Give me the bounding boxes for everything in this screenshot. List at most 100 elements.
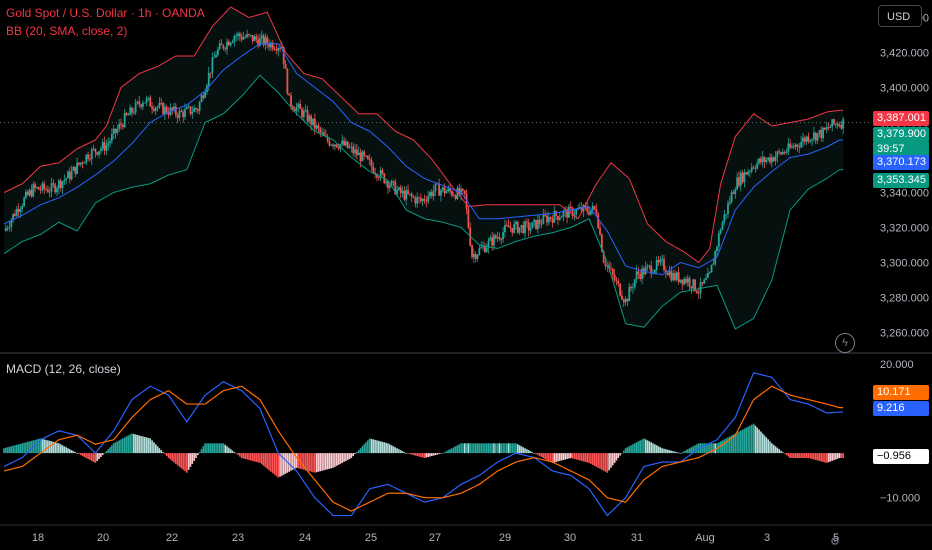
candle-body: [714, 251, 717, 264]
candle-body: [96, 152, 99, 155]
histogram-bar: [262, 453, 265, 466]
bolt-icon[interactable]: ϟ: [835, 333, 855, 353]
currency-button[interactable]: USD: [878, 5, 922, 27]
candle-body: [52, 183, 55, 185]
candle-body: [410, 193, 413, 197]
candle-body: [681, 279, 684, 285]
histogram-bar: [306, 453, 309, 471]
candle-body: [756, 163, 759, 169]
histogram-bar: [59, 444, 62, 454]
candle-body: [312, 118, 314, 125]
candle-body: [802, 137, 804, 143]
histogram-bar: [6, 447, 9, 454]
candle-body: [783, 151, 786, 153]
candle-body: [217, 49, 219, 55]
histogram-bar: [487, 443, 490, 454]
candle-body: [123, 112, 126, 128]
histogram-bar: [835, 453, 837, 460]
histogram-bar: [335, 453, 338, 466]
candle-body: [284, 63, 287, 69]
histogram-bar: [719, 441, 722, 454]
macd-legend[interactable]: MACD (12, 26, close): [6, 362, 121, 376]
candle-body: [818, 130, 821, 134]
candle-body: [650, 265, 653, 274]
gear-icon[interactable]: ⚙: [830, 536, 840, 548]
candle-body: [712, 263, 715, 265]
histogram-bar: [41, 438, 44, 454]
histogram-bar: [374, 439, 376, 454]
histogram-bar: [732, 434, 735, 454]
histogram-bar: [233, 452, 236, 454]
candle-body: [635, 271, 638, 280]
histogram-bar: [153, 442, 155, 454]
histogram-bar: [10, 446, 13, 454]
histogram-bar: [577, 453, 579, 460]
histogram-bar: [672, 451, 674, 454]
candle-body: [36, 187, 38, 188]
candle-body: [842, 118, 845, 129]
candle-body: [502, 232, 505, 240]
candle-body: [295, 107, 298, 112]
candle-body: [668, 271, 671, 276]
histogram-bar: [173, 453, 175, 463]
candle-body: [674, 273, 676, 280]
macd-signal-tag: 10.171: [873, 385, 929, 400]
histogram-bar: [646, 440, 649, 454]
candle-body: [685, 278, 687, 283]
candle-body: [98, 151, 100, 155]
histogram-bar: [120, 439, 122, 454]
candle-body: [334, 144, 336, 147]
histogram-bar: [195, 453, 197, 459]
histogram-bar: [15, 444, 18, 454]
histogram-bar: [39, 438, 42, 454]
candle-body: [259, 38, 261, 46]
histogram-bar: [526, 449, 528, 454]
candle-body: [290, 95, 292, 107]
time-tick-label: 29: [499, 532, 511, 544]
candle-body: [381, 170, 384, 174]
candle-body: [396, 189, 398, 195]
candle-body: [167, 112, 170, 115]
time-tick-label: 25: [365, 532, 377, 544]
bb-legend[interactable]: BB (20, SMA, close, 2): [6, 24, 127, 38]
candle-body: [65, 178, 68, 180]
candle-body: [198, 102, 201, 111]
histogram-bar: [745, 427, 748, 454]
candle-body: [577, 208, 579, 210]
histogram-bar: [767, 439, 770, 454]
histogram-bar: [418, 453, 420, 457]
histogram-bar: [112, 443, 115, 454]
candle-body: [19, 208, 22, 213]
histogram-bar: [138, 435, 141, 454]
candle-body: [368, 159, 371, 161]
histogram-bar: [811, 453, 813, 459]
macd-tick-label: −10.000: [880, 493, 920, 505]
candle-body: [791, 146, 793, 148]
histogram-bar: [392, 446, 395, 454]
candle-body: [696, 290, 698, 294]
histogram-bar: [246, 453, 248, 460]
candle-body: [56, 188, 58, 193]
candle-body: [452, 195, 455, 197]
histogram-bar: [412, 453, 415, 456]
symbol-legend[interactable]: Gold Spot / U.S. Dollar · 1h · OANDA: [6, 6, 205, 20]
histogram-bar: [242, 453, 245, 459]
histogram-bar: [345, 453, 347, 461]
histogram-bar: [72, 451, 75, 454]
candle-body: [30, 190, 33, 197]
histogram-bar: [511, 443, 514, 454]
last-price-tag: 3,379.900: [873, 127, 929, 142]
histogram-bar: [396, 448, 398, 454]
histogram-bar: [591, 453, 594, 465]
histogram-bar: [465, 443, 468, 454]
candle-body: [370, 160, 373, 167]
histogram-bar: [25, 442, 27, 454]
candle-body: [185, 107, 188, 110]
candle-body: [110, 133, 113, 142]
histogram-bar: [601, 453, 603, 470]
histogram-bar: [807, 453, 810, 459]
histogram-bar: [50, 441, 53, 454]
candle-body: [483, 246, 486, 253]
candle-body: [343, 140, 345, 146]
